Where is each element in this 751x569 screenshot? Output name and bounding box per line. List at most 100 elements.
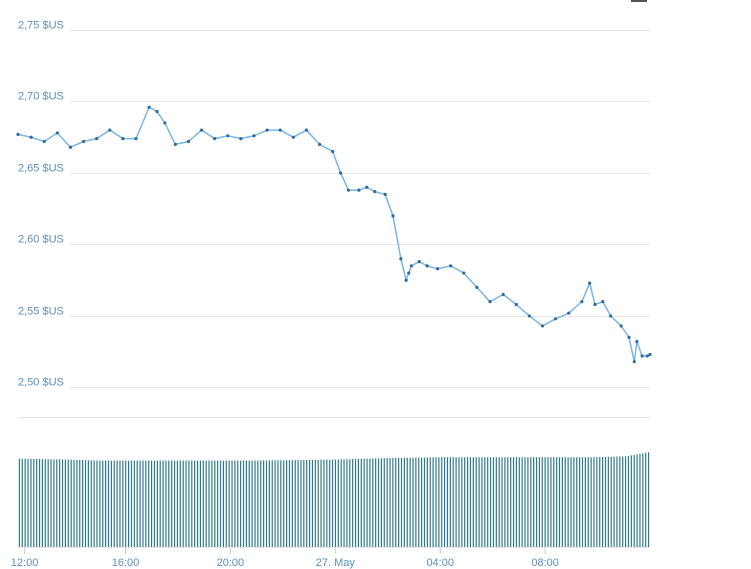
volume-bar bbox=[317, 459, 319, 547]
grid-lines bbox=[18, 30, 650, 548]
volume-bar bbox=[194, 460, 196, 547]
volume-bar bbox=[512, 457, 515, 547]
volume-bar bbox=[602, 456, 604, 547]
price-point bbox=[147, 105, 151, 109]
price-point bbox=[619, 324, 623, 328]
price-point bbox=[134, 137, 138, 141]
volume-bar bbox=[208, 460, 210, 547]
price-point bbox=[252, 134, 256, 138]
volume-bar bbox=[205, 460, 207, 547]
volume-bar bbox=[306, 459, 308, 547]
price-point bbox=[580, 300, 584, 304]
volume-bar bbox=[217, 460, 219, 547]
volume-bar bbox=[429, 457, 431, 547]
volume-bar bbox=[587, 457, 589, 547]
volume-bar bbox=[242, 460, 245, 547]
volume-bar bbox=[171, 460, 173, 547]
volume-bar bbox=[466, 457, 469, 547]
volume-bar bbox=[647, 452, 650, 547]
y-tick-label: 2,60 $US bbox=[18, 234, 64, 246]
price-point bbox=[317, 142, 322, 146]
volume-bar bbox=[274, 460, 276, 547]
volume-bar bbox=[277, 460, 279, 547]
volume-bar bbox=[199, 460, 202, 547]
price-point bbox=[357, 188, 361, 192]
volume-bar bbox=[125, 460, 127, 547]
volume-bar bbox=[211, 460, 213, 547]
price-point bbox=[435, 267, 440, 271]
volume-bar bbox=[354, 458, 357, 547]
volume-bar bbox=[349, 459, 351, 547]
price-point bbox=[163, 121, 167, 125]
volume-bar bbox=[96, 460, 98, 547]
price-point bbox=[501, 292, 505, 297]
volume-bar bbox=[18, 458, 21, 547]
price-point bbox=[462, 271, 466, 275]
volume-bar bbox=[487, 457, 489, 547]
volume-bar bbox=[346, 459, 348, 547]
y-tick-label: 2,55 $US bbox=[18, 306, 64, 318]
volume-bar bbox=[286, 460, 288, 547]
volume-bar bbox=[363, 458, 365, 547]
volume-bar bbox=[260, 460, 262, 547]
price-point bbox=[514, 302, 518, 307]
volume-bar bbox=[392, 458, 394, 547]
volume-bar bbox=[624, 456, 627, 547]
volume-bar bbox=[432, 457, 434, 547]
volume-bar bbox=[613, 456, 615, 547]
volume-bar bbox=[136, 460, 138, 547]
price-point bbox=[383, 192, 387, 197]
price-point bbox=[640, 354, 644, 358]
volume-bar bbox=[326, 459, 328, 547]
volume-bar bbox=[265, 460, 268, 547]
volume-bar bbox=[426, 457, 428, 547]
volume-bar bbox=[257, 460, 259, 547]
volume-bar bbox=[518, 457, 520, 547]
price-point bbox=[226, 134, 230, 138]
volume-bar bbox=[343, 459, 345, 547]
volume-bar bbox=[303, 459, 305, 547]
volume-bar bbox=[596, 457, 598, 547]
price-point bbox=[404, 278, 408, 282]
volume-bar bbox=[567, 457, 569, 547]
volume-bar bbox=[320, 459, 322, 547]
volume-bar bbox=[556, 457, 558, 547]
volume-bar bbox=[70, 459, 72, 547]
volume-bar bbox=[179, 460, 181, 547]
volume-bar bbox=[119, 460, 121, 547]
volume-bar bbox=[64, 459, 66, 547]
volume-bar bbox=[105, 460, 107, 547]
price-point bbox=[121, 137, 125, 141]
volume-bar bbox=[334, 459, 337, 547]
volume-bar bbox=[535, 457, 538, 547]
volume-bar bbox=[386, 458, 388, 547]
volume-bar bbox=[61, 459, 64, 547]
x-tick-label: 08:00 bbox=[531, 557, 559, 569]
price-point bbox=[417, 260, 421, 264]
volume-bar bbox=[176, 460, 179, 547]
y-tick-label: 2,75 $US bbox=[18, 20, 64, 32]
volume-bar bbox=[36, 458, 38, 547]
volume-bar bbox=[280, 460, 282, 547]
price-point bbox=[540, 324, 545, 328]
volume-bar bbox=[50, 459, 52, 547]
volume-bar bbox=[47, 459, 49, 547]
x-axis-ticks: 12:00 16:00 20:00 27. May 04:00 08:00 bbox=[11, 548, 559, 569]
volume-bar bbox=[82, 460, 84, 547]
volume-bar bbox=[369, 458, 371, 547]
price-point bbox=[16, 132, 20, 136]
volume-bar bbox=[607, 456, 609, 547]
price-point bbox=[627, 335, 631, 339]
volume-bar bbox=[622, 456, 624, 547]
volume-bar bbox=[150, 460, 153, 547]
price-point bbox=[42, 139, 46, 144]
price-point bbox=[338, 171, 343, 175]
volume-bar bbox=[492, 457, 495, 547]
volume-bar bbox=[352, 459, 354, 547]
volume-bar bbox=[472, 457, 474, 547]
volume-bar bbox=[636, 454, 638, 547]
volume-bar bbox=[418, 457, 420, 547]
price-point bbox=[391, 214, 395, 218]
volume-bar bbox=[521, 457, 523, 547]
